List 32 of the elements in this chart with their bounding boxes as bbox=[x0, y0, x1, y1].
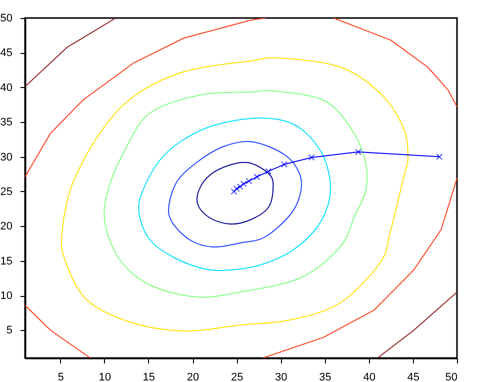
point bbox=[280, 161, 288, 168]
x-tick-label: 50 bbox=[445, 372, 458, 382]
point bbox=[355, 148, 362, 156]
y-tick-label: 40 bbox=[0, 82, 12, 94]
line-series bbox=[262, 178, 457, 358]
y-tick-label: 15 bbox=[0, 255, 12, 268]
x-tick-label: 25 bbox=[230, 372, 244, 382]
x-tick-label: 15 bbox=[142, 372, 156, 382]
y-tick-label: 10 bbox=[0, 290, 12, 302]
x-tick-label: 35 bbox=[319, 372, 332, 382]
y-tick-label: 50 bbox=[0, 12, 12, 24]
x-tick-label: 20 bbox=[186, 372, 200, 382]
point bbox=[265, 168, 272, 175]
y-tick-label: 5 bbox=[6, 324, 12, 337]
line-series bbox=[25, 18, 266, 178]
x-tick-label: 40 bbox=[363, 372, 376, 382]
y-tick-label: 25 bbox=[0, 186, 12, 198]
y-tick-label: 45 bbox=[0, 47, 12, 60]
y-tick-label: 35 bbox=[0, 116, 12, 129]
x-tick-label: 45 bbox=[407, 372, 420, 382]
point bbox=[254, 174, 260, 180]
point bbox=[230, 188, 238, 195]
y-tick-label: 30 bbox=[0, 151, 12, 164]
x-tick-label: 30 bbox=[275, 372, 288, 382]
point bbox=[236, 183, 244, 190]
point bbox=[436, 154, 443, 160]
x-tick-label: 10 bbox=[98, 372, 111, 382]
point bbox=[233, 185, 240, 192]
line-series bbox=[333, 18, 457, 108]
x-tick-label: 5 bbox=[58, 372, 64, 382]
point bbox=[308, 154, 315, 161]
y-tick-label: 20 bbox=[0, 220, 12, 233]
